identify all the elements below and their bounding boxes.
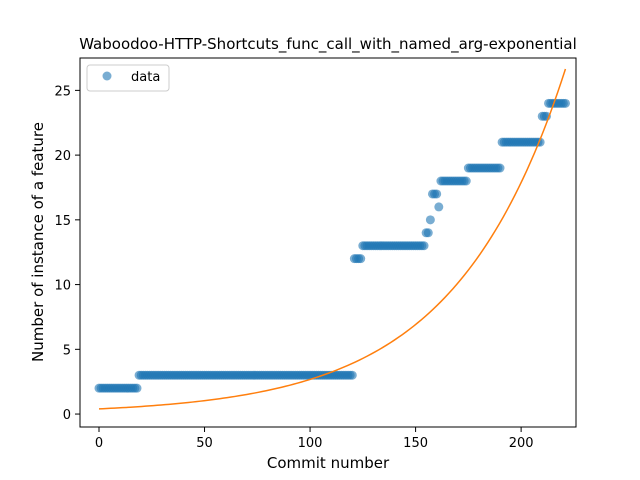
fit-line-layer xyxy=(98,68,567,410)
legend-box xyxy=(86,64,170,92)
y-tick-label: 20 xyxy=(54,149,71,164)
data-point xyxy=(423,228,433,238)
x-tick-label: 150 xyxy=(403,436,428,451)
y-tick-label: 25 xyxy=(54,84,71,99)
legend-marker xyxy=(102,71,112,81)
chart-title: Waboodoo-HTTP-Shortcuts_func_call_with_n… xyxy=(79,35,577,54)
data-point xyxy=(432,189,442,199)
data-point xyxy=(495,163,505,173)
x-tick-label: 50 xyxy=(196,436,213,451)
y-tick-label: 10 xyxy=(54,279,71,294)
plot-frame xyxy=(79,57,577,428)
x-axis-ticks: 0 50 100 150 200 xyxy=(95,427,534,451)
x-tick-label: 0 xyxy=(95,436,103,451)
y-tick-label: 5 xyxy=(63,343,71,358)
data-point xyxy=(560,98,570,108)
data-point xyxy=(356,254,366,264)
x-tick-label: 200 xyxy=(509,436,534,451)
y-tick-label: 0 xyxy=(63,408,71,423)
y-axis-label: Number of instance of a feature xyxy=(29,122,47,362)
x-axis-label: Commit number xyxy=(267,454,390,472)
scatter-points xyxy=(94,98,570,393)
data-point xyxy=(419,241,429,251)
data-point xyxy=(132,383,142,393)
data-point xyxy=(347,370,357,380)
legend-label: data xyxy=(131,70,160,85)
y-axis-ticks: 0 5 10 15 20 25 xyxy=(54,84,80,423)
x-tick-label: 100 xyxy=(298,436,323,451)
exponential-fit-line xyxy=(98,68,567,410)
data-point xyxy=(434,202,444,212)
data-point xyxy=(425,215,435,225)
legend: data xyxy=(86,64,170,92)
data-point xyxy=(461,176,471,186)
y-tick-label: 15 xyxy=(54,214,71,229)
